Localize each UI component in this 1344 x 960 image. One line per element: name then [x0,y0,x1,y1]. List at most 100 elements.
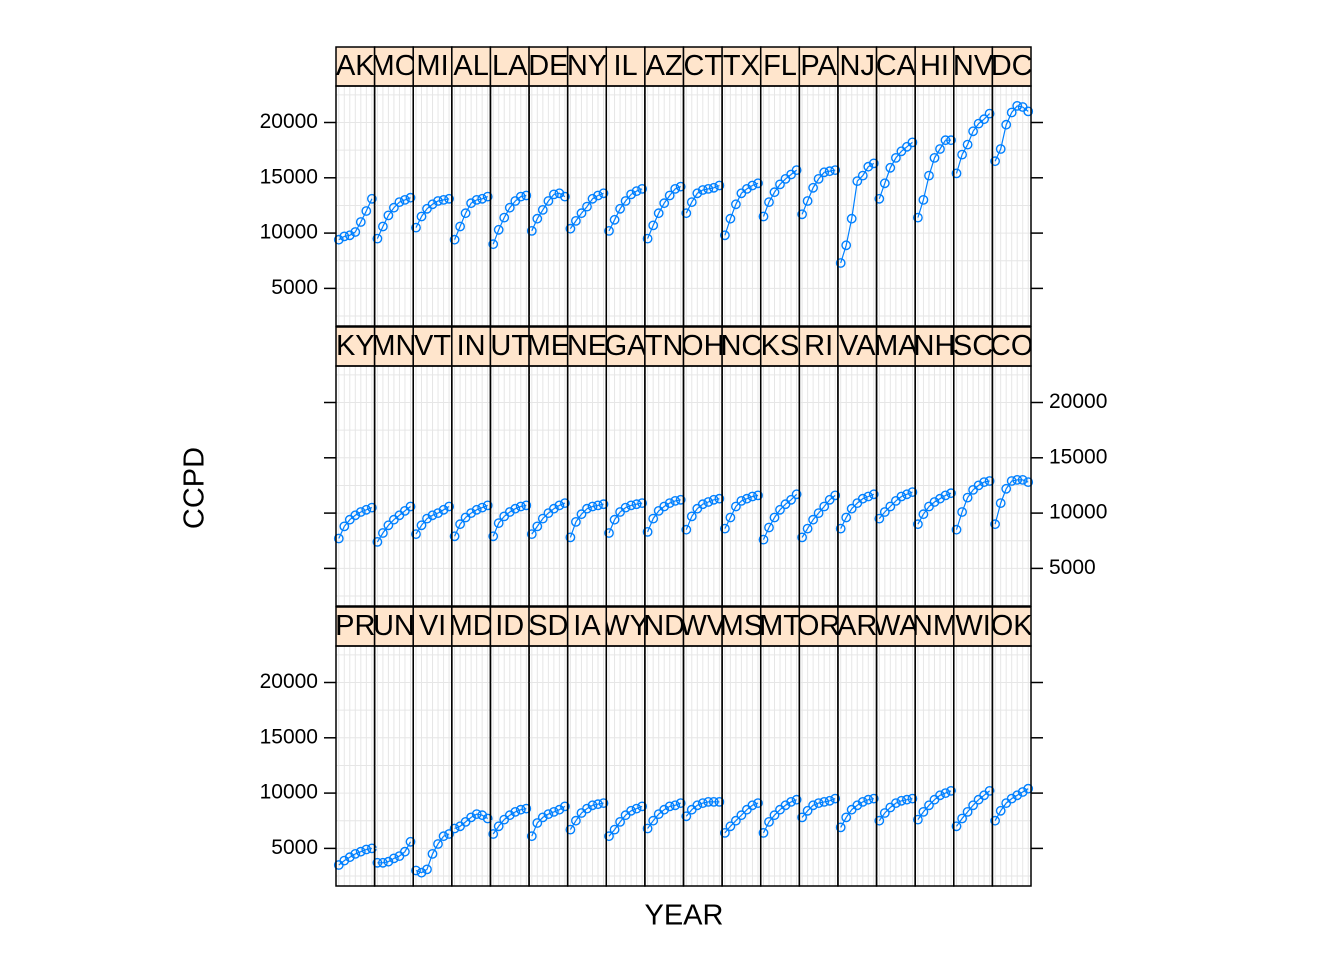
series-line [492,808,527,835]
strip-background [644,327,684,366]
series-line [569,802,604,830]
data-point [979,477,989,487]
strip-label: TN [645,330,684,362]
data-point [808,800,818,811]
data-point [841,812,852,823]
data-point [620,502,631,513]
data-point [863,794,874,805]
data-point [372,537,383,547]
data-point [863,161,874,172]
data-point [808,514,818,525]
data-point [791,489,802,500]
data-point [879,507,890,517]
data-point [477,810,488,821]
panel-va: VA [835,326,879,607]
data-point [521,803,532,814]
strip-background [992,327,1031,366]
data-point [852,176,863,187]
panel-vi: VI [411,606,454,887]
data-point [907,487,918,497]
series-line [338,198,373,241]
data-point [383,856,394,867]
data-point [968,800,978,811]
data-point [532,818,543,828]
panel-ar: AR [835,606,879,887]
data-point [670,183,681,194]
series-line [685,498,720,530]
data-point [549,807,559,817]
panel-md: MD [449,606,493,887]
strip-background [413,47,452,86]
strip-label: CA [876,50,917,82]
y-tick-label: 10000 [260,781,318,804]
series-line [376,506,411,543]
panel-co: CO [990,326,1034,607]
strip-background [336,47,375,86]
strip-label: VT [414,330,451,362]
strip-background [876,47,916,86]
data-point [521,500,532,511]
panel-border [991,365,1032,607]
series-line [801,798,836,818]
data-point [802,523,813,534]
data-point [868,793,879,804]
panel-ne: NE [565,326,609,607]
strip-label: NH [914,330,956,362]
data-point [653,208,664,219]
data-point [913,212,923,223]
data-point [984,476,995,486]
data-point [565,223,576,234]
data-point [444,193,454,204]
strip-background [529,607,568,646]
data-point [350,510,361,521]
data-point [797,209,807,220]
data-point [946,488,956,499]
data-point [504,810,515,821]
strip-label: AK [336,50,375,82]
data-point [482,191,493,202]
data-point [648,815,659,826]
panel-wa: WA [874,606,918,887]
data-point [598,499,609,510]
strip-background [606,327,645,366]
strip-background [722,327,761,366]
strip-background [451,47,491,86]
strip-background [760,607,800,646]
panel-nc: NC [720,326,763,607]
data-point [962,139,973,150]
series-line [608,188,643,232]
data-point [361,504,372,515]
series-line [608,805,643,837]
data-point [929,152,940,163]
data-point [361,844,372,855]
series-line [338,847,373,866]
strip-background [876,327,916,366]
data-point [902,794,912,805]
panel-tx: TX [720,46,763,327]
data-point [714,797,725,807]
data-point [1006,107,1017,118]
strip-label: NM [912,610,957,642]
data-point [764,522,774,533]
data-point [714,180,725,191]
y-tick-label: 15000 [260,725,318,748]
data-point [532,213,543,224]
data-point [913,519,923,530]
series-line [956,790,990,827]
series-line [376,197,411,239]
strip-label: WV [679,610,726,642]
data-point [907,137,918,148]
data-point [620,196,631,206]
panel-fl: FL [758,46,802,327]
data-point [1012,790,1023,801]
data-point [879,808,890,818]
data-point [962,492,973,503]
data-point [427,199,438,210]
data-point [344,852,355,863]
strip-background [683,47,723,86]
data-point [962,807,973,817]
strip-label: AR [837,610,877,642]
data-point [670,800,681,811]
data-point [427,510,438,521]
data-point [366,193,377,204]
